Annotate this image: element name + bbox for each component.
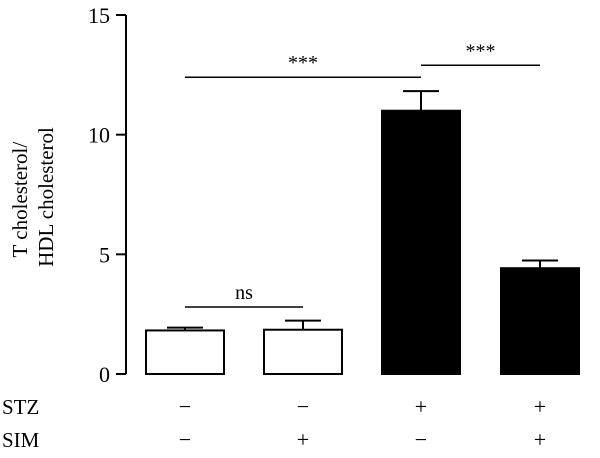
y-axis-label: T cholesterol/ HDL cholesterol [8, 127, 58, 267]
y-axis: 0 5 10 15 [88, 3, 127, 387]
significance-label: *** [466, 40, 496, 62]
bars [145, 109, 580, 376]
y-axis-label-line-1: T cholesterol/ [8, 142, 32, 258]
error-bars [167, 90, 558, 331]
y-axis-label-line-2: HDL cholesterol [34, 127, 58, 267]
factor-label-stz: STZ [2, 395, 39, 419]
factor-sign-sim: + [297, 427, 309, 452]
significance-brackets: ns *** *** [185, 40, 540, 308]
bar [500, 267, 580, 375]
significance-label: ns [235, 282, 253, 304]
y-tick-label: 10 [88, 123, 110, 148]
factor-sign-stz: + [534, 394, 546, 419]
factor-sign-sim: − [415, 427, 427, 452]
factor-sign-sim: + [534, 427, 546, 452]
factor-sign-stz: + [415, 394, 427, 419]
significance-label: *** [288, 52, 318, 74]
factor-table: STZ − − + + SIM − + − + [2, 394, 546, 452]
factor-label-sim: SIM [2, 428, 40, 452]
y-tick-label: 0 [99, 362, 110, 387]
factor-sign-stz: − [179, 394, 191, 419]
factor-sign-stz: − [297, 394, 309, 419]
bar [381, 109, 461, 375]
factor-sign-sim: − [179, 427, 191, 452]
bar [263, 328, 343, 375]
bar [145, 329, 225, 376]
y-tick-label: 15 [88, 3, 110, 28]
y-tick-label: 5 [99, 242, 110, 267]
